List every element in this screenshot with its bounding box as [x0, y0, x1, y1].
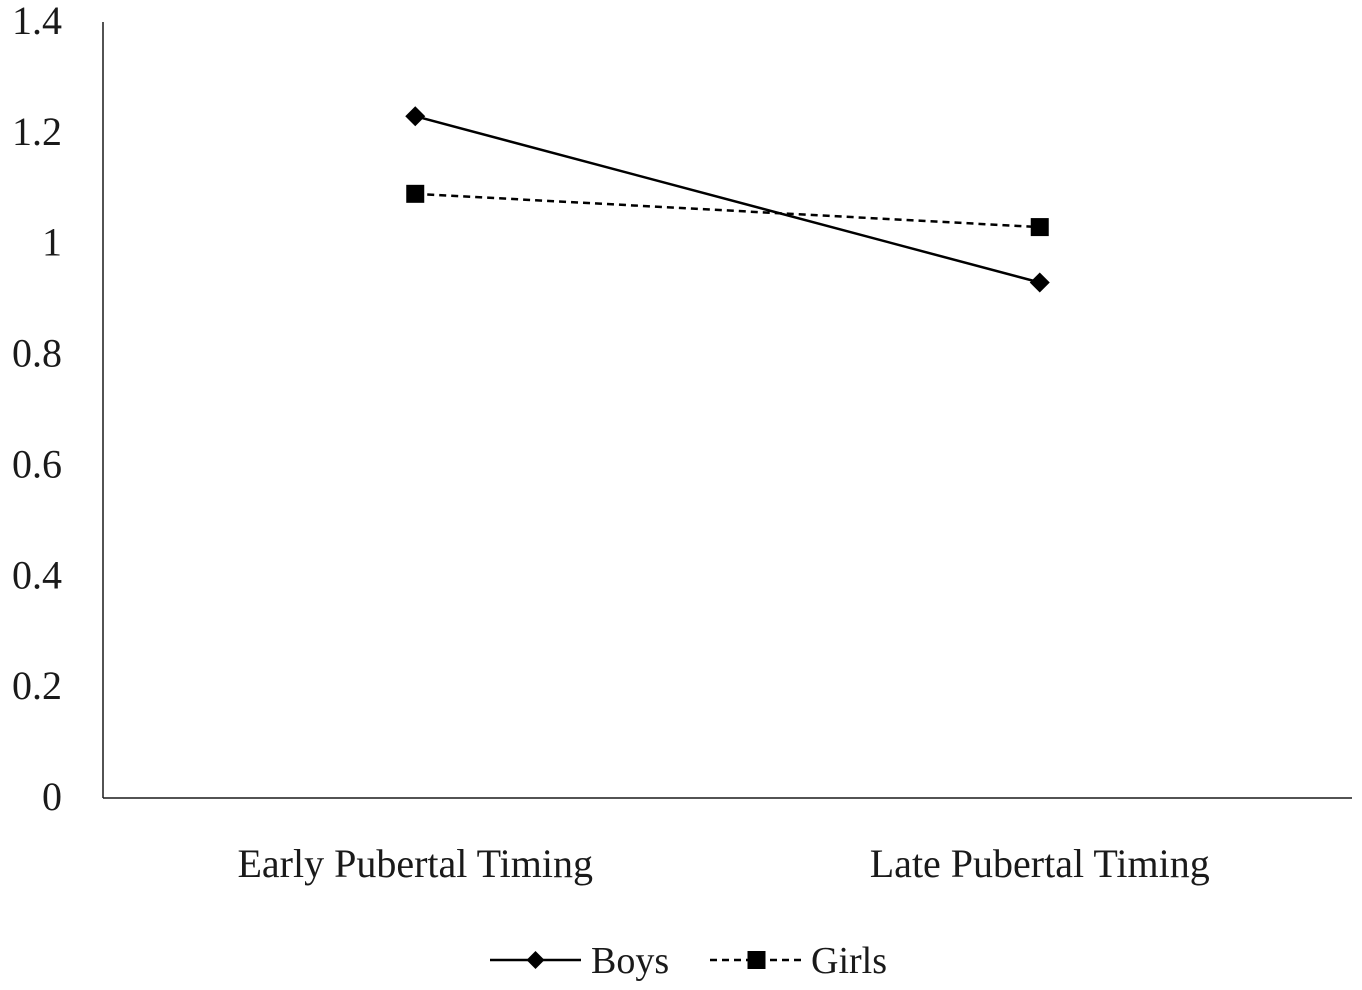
y-tick-label: 1.2: [12, 109, 62, 154]
y-axis-ticks: 0 0.2 0.4 0.6 0.8 1 1.2 1.4: [12, 0, 62, 819]
data-point-girls: [1030, 218, 1049, 237]
y-tick-label: 0.6: [12, 441, 62, 486]
y-tick-label: 0.8: [12, 331, 62, 376]
y-tick-label: 0.2: [12, 663, 62, 708]
x-category-label: Early Pubertal Timing: [237, 841, 593, 886]
legend-marker-boys: [526, 951, 545, 969]
series-line-girls: [415, 192, 1040, 229]
data-point-girls: [406, 184, 425, 203]
data-point-boys: [405, 106, 426, 127]
y-tick-label: 1.4: [12, 0, 62, 43]
y-tick-label: 0.4: [12, 552, 62, 597]
x-category-label: Late Pubertal Timing: [870, 841, 1210, 886]
y-tick-label: 0: [42, 774, 62, 819]
data-point-boys: [1029, 272, 1050, 293]
legend: Boys Girls: [490, 940, 887, 982]
y-tick-label: 1: [42, 220, 62, 265]
legend-label-boys: Boys: [591, 940, 669, 982]
series-layer: [405, 106, 1050, 293]
x-axis-labels: Early Pubertal Timing Late Pubertal Timin…: [237, 841, 1209, 886]
legend-label-girls: Girls: [811, 940, 887, 982]
series-line-boys: [414, 115, 1041, 284]
legend-marker-girls: [747, 951, 766, 969]
